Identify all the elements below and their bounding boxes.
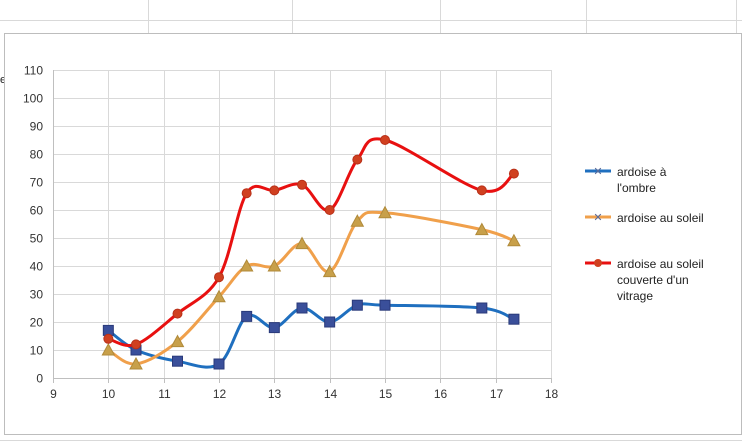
data-point-series-3 bbox=[214, 272, 224, 283]
x-tick-label: 13 bbox=[268, 387, 282, 401]
legend-swatch-1: ✕ bbox=[585, 164, 611, 178]
line-chart: 0 10 20 30 40 50 60 70 80 90 100 110 9 10 11 12 13 14 15 16… bbox=[23, 64, 559, 402]
x-tick-label: 17 bbox=[490, 387, 504, 401]
legend-swatch-3 bbox=[585, 256, 611, 268]
data-point-series-1 bbox=[241, 310, 253, 322]
legend-item-1: ✕ ardoise à l'ombre bbox=[585, 164, 666, 196]
x-tick-label: 10 bbox=[102, 387, 116, 401]
data-point-series-2 bbox=[267, 258, 282, 272]
data-point-series-1 bbox=[351, 299, 363, 311]
x-tick-label: 11 bbox=[158, 387, 171, 401]
data-point-series-3 bbox=[241, 188, 252, 199]
data-point-series-1 bbox=[268, 322, 280, 334]
data-point-series-2 bbox=[295, 236, 309, 250]
y-tick-label: 80 bbox=[30, 148, 44, 162]
data-point-series-3 bbox=[380, 135, 390, 145]
series-line-1 bbox=[106, 302, 516, 369]
y-tick-label: 30 bbox=[30, 288, 44, 302]
y-tick-label: 60 bbox=[30, 204, 44, 218]
data-point-series-3 bbox=[172, 308, 183, 319]
data-point-series-2 bbox=[507, 233, 521, 247]
legend-label-2: ardoise au soleil bbox=[617, 211, 704, 225]
chart-area[interactable]: 0 10 20 30 40 50 60 70 80 90 100 110 9 10 11 12 13 14 15 16… bbox=[4, 33, 742, 435]
data-point-series-3 bbox=[103, 333, 114, 344]
y-tick-label: 40 bbox=[30, 260, 44, 274]
y-tick-label: 100 bbox=[23, 92, 43, 106]
data-point-series-1 bbox=[324, 316, 336, 328]
y-tick-label: 110 bbox=[24, 64, 43, 78]
y-tick-label: 0 bbox=[36, 372, 43, 386]
y-tick-label: 90 bbox=[30, 120, 44, 134]
legend-item-3: ardoise au soleil couverte d'un vitrage bbox=[585, 256, 704, 304]
data-point-series-2 bbox=[239, 258, 254, 272]
y-tick-label: 50 bbox=[30, 232, 44, 246]
data-point-series-1 bbox=[296, 302, 308, 314]
y-tick-label: 70 bbox=[30, 176, 44, 190]
data-point-series-1 bbox=[508, 313, 520, 325]
y-tick-label: 10 bbox=[30, 344, 44, 358]
data-point-series-2 bbox=[101, 342, 116, 356]
data-point-series-1 bbox=[476, 302, 488, 314]
legend-swatch-2: ✕ bbox=[585, 210, 611, 224]
data-point-series-2 bbox=[322, 264, 337, 278]
cell-text-fragment: e bbox=[0, 74, 6, 86]
x-tick-label: 9 bbox=[50, 387, 57, 401]
x-tick-label: 15 bbox=[379, 387, 393, 401]
x-tick-label: 18 bbox=[545, 387, 559, 401]
y-tick-label: 20 bbox=[30, 316, 44, 330]
legend-label-3: ardoise au soleil couverte d'un vitrage bbox=[617, 257, 704, 303]
data-point-series-2 bbox=[378, 205, 392, 219]
data-point-series-3 bbox=[269, 185, 280, 196]
data-point-series-3 bbox=[131, 339, 141, 350]
legend-label-1: ardoise à l'ombre bbox=[617, 165, 667, 195]
svg-text:✕: ✕ bbox=[593, 166, 602, 177]
x-tick-label: 12 bbox=[213, 387, 227, 401]
data-point-series-3 bbox=[324, 205, 335, 215]
legend-item-2: ✕ ardoise au soleil bbox=[585, 210, 704, 226]
series-line-3 bbox=[106, 137, 516, 347]
data-point-series-3 bbox=[508, 168, 519, 179]
data-point-series-1 bbox=[213, 358, 225, 370]
data-point-series-2 bbox=[129, 356, 143, 370]
data-point-series-2 bbox=[350, 214, 365, 227]
x-tick-label: 14 bbox=[324, 387, 338, 401]
data-point-series-2 bbox=[474, 222, 489, 236]
data-point-series-3 bbox=[352, 154, 363, 165]
series-line-2 bbox=[106, 210, 516, 366]
data-point-series-2 bbox=[212, 289, 226, 303]
data-point-series-3 bbox=[297, 179, 307, 190]
x-tick-label: 16 bbox=[434, 387, 448, 401]
data-point-series-2 bbox=[170, 334, 185, 348]
data-point-series-1 bbox=[172, 355, 183, 367]
data-point-series-3 bbox=[476, 185, 487, 196]
data-point-series-1 bbox=[379, 299, 391, 311]
svg-text:✕: ✕ bbox=[593, 212, 602, 223]
